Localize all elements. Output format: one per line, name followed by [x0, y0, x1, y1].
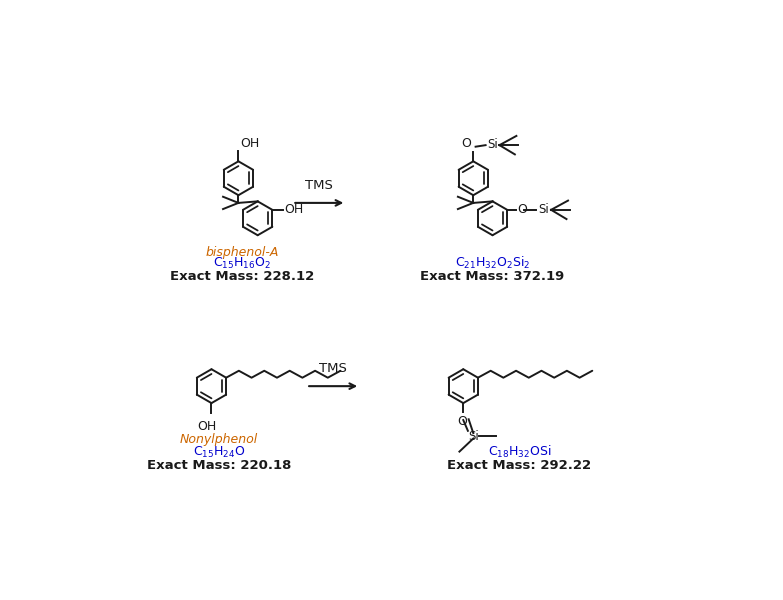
- Text: O: O: [461, 137, 471, 150]
- Text: Exact Mass: 372.19: Exact Mass: 372.19: [420, 269, 565, 283]
- Text: Exact Mass: 220.18: Exact Mass: 220.18: [147, 459, 291, 472]
- Text: C$_{15}$H$_{24}$O: C$_{15}$H$_{24}$O: [193, 445, 245, 460]
- Text: Si: Si: [487, 138, 498, 151]
- Text: OH: OH: [284, 203, 303, 215]
- Text: C$_{21}$H$_{32}$O$_2$Si$_2$: C$_{21}$H$_{32}$O$_2$Si$_2$: [455, 255, 530, 271]
- Text: C$_{15}$H$_{16}$O$_2$: C$_{15}$H$_{16}$O$_2$: [213, 256, 271, 271]
- Text: Exact Mass: 292.22: Exact Mass: 292.22: [447, 459, 591, 472]
- Text: O: O: [457, 415, 467, 428]
- Text: bisphenol-A: bisphenol-A: [206, 245, 279, 259]
- Text: TMS: TMS: [305, 179, 334, 192]
- Text: Si: Si: [538, 203, 549, 215]
- Text: C$_{18}$H$_{32}$OSi: C$_{18}$H$_{32}$OSi: [488, 445, 551, 460]
- Text: Si: Si: [468, 430, 478, 443]
- Text: OH: OH: [240, 137, 260, 150]
- Text: TMS: TMS: [319, 362, 347, 376]
- Text: O: O: [518, 203, 527, 215]
- Text: Nonylphenol: Nonylphenol: [180, 433, 258, 446]
- Text: Exact Mass: 228.12: Exact Mass: 228.12: [170, 269, 315, 283]
- Text: OH: OH: [197, 420, 216, 433]
